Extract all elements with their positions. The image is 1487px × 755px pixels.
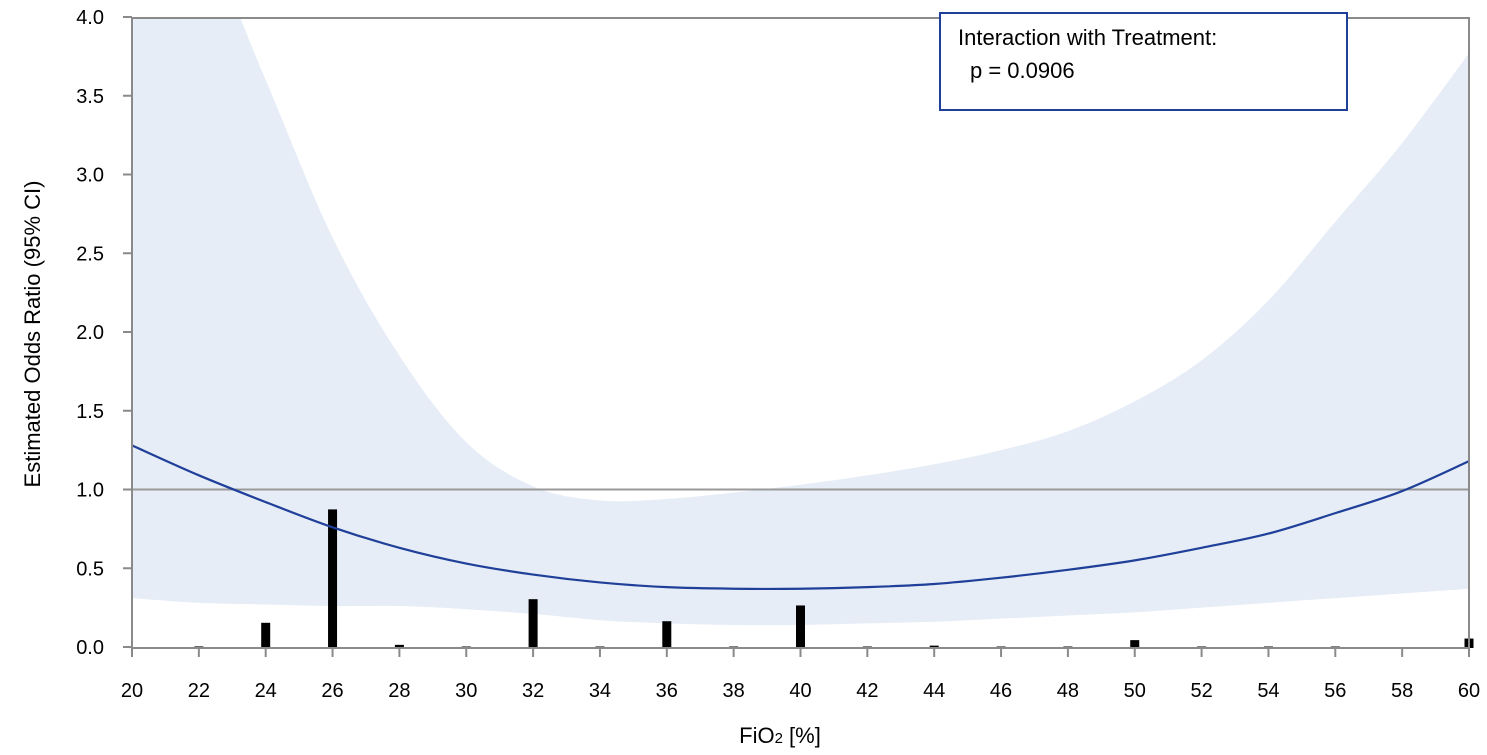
x-tick-label: 44 [923, 680, 945, 702]
histogram-bar [796, 605, 805, 648]
x-tick-label: 48 [1057, 680, 1079, 702]
x-axis-title-rest: [%] [783, 723, 821, 748]
y-tick-label: 1.5 [76, 401, 104, 423]
x-tick-label: 26 [321, 680, 343, 702]
x-tick-label: 34 [589, 680, 611, 702]
y-tick-label: 3.0 [76, 165, 104, 187]
x-axis-title-main: FiO [739, 723, 774, 748]
y-tick-label: 4.0 [76, 7, 104, 29]
y-tick-label: 0.0 [76, 637, 104, 659]
x-axis-title: FiO2 [%] [739, 723, 821, 748]
x-tick-label: 46 [990, 680, 1012, 702]
y-axis: 0.0 0.5 1.0 1.5 2.0 2.5 3.0 3.5 4.0 [76, 7, 132, 659]
annotation-line-2: p = 0.0906 [970, 58, 1075, 83]
histogram-bar [328, 509, 338, 648]
x-tick-label: 22 [188, 680, 210, 702]
x-tick-label: 58 [1391, 680, 1413, 702]
x-axis: 20 22 24 26 28 30 32 34 36 38 40 42 44 46 48 50 52 54 56 58… [121, 648, 1480, 702]
x-tick-label: 56 [1324, 680, 1346, 702]
histogram-bar [1130, 640, 1140, 648]
x-tick-label: 20 [121, 680, 143, 702]
annotation-border [939, 12, 1348, 111]
x-tick-label: 50 [1124, 680, 1146, 702]
x-tick-label: 32 [522, 680, 544, 702]
histogram-bar [394, 644, 404, 648]
x-tick-label: 38 [723, 680, 745, 702]
y-tick-label: 1.0 [76, 480, 104, 502]
y-tick-label: 2.5 [76, 243, 104, 265]
y-axis-title: Estimated Odds Ratio (95% CI) [20, 181, 45, 488]
x-axis-title-subscript: 2 [775, 730, 783, 747]
annotation-box: Interaction with Treatment: p = 0.0906 [939, 12, 1348, 111]
x-tick-label: 30 [455, 680, 477, 702]
histogram-bar [662, 621, 672, 648]
histogram-bar [261, 622, 271, 648]
x-tick-label: 42 [856, 680, 878, 702]
histogram-bar [528, 599, 538, 648]
x-tick-label: 24 [255, 680, 277, 702]
y-tick-label: 2.0 [76, 322, 104, 344]
x-tick-label: 28 [388, 680, 410, 702]
histogram-bar [929, 645, 939, 648]
y-tick-label: 0.5 [76, 558, 104, 580]
y-tick-label: 3.5 [76, 86, 104, 108]
x-tick-label: 60 [1458, 680, 1480, 702]
annotation-line-1: Interaction with Treatment: [958, 25, 1217, 50]
confidence-band [132, 18, 1469, 626]
x-tick-label: 40 [789, 680, 811, 702]
x-tick-label: 54 [1257, 680, 1279, 702]
odds-ratio-curve [132, 444, 1469, 591]
x-tick-label: 52 [1190, 680, 1212, 702]
x-tick-label: 36 [656, 680, 678, 702]
